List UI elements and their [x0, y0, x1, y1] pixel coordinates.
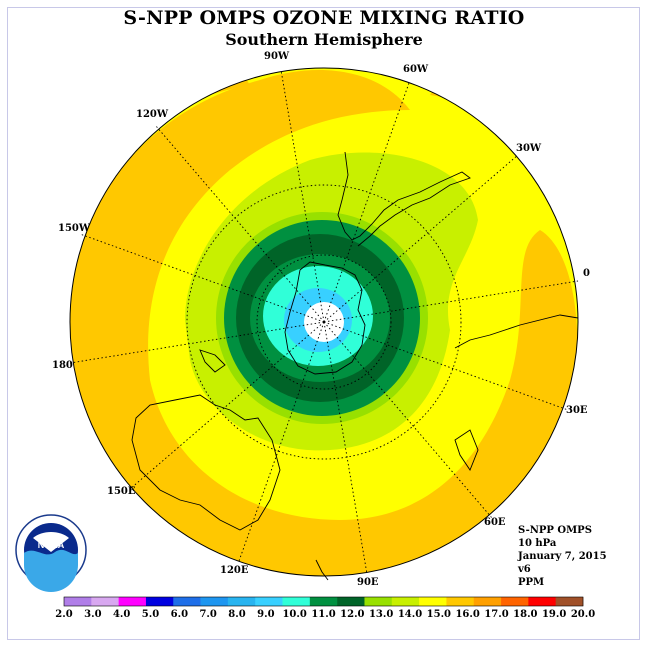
colorbar-swatch	[528, 597, 556, 606]
colorbar-label: 14.0	[397, 609, 423, 620]
colorbar-border	[63, 596, 584, 607]
colorbar-label: 16.0	[455, 609, 480, 620]
map-title: S-NPP OMPS OZONE MIXING RATIO	[123, 7, 525, 29]
lon-label-90e: 90E	[357, 577, 379, 588]
colorbar-swatch	[118, 597, 147, 606]
lon-label-150w: 150W	[58, 223, 91, 234]
info-level: 10 hPa	[518, 538, 557, 549]
meridian-90e	[323, 321, 368, 575]
colorbar-swatch	[337, 597, 365, 606]
colorbar-swatch	[255, 597, 283, 606]
colorbar-swatch	[91, 597, 119, 606]
colorbar-label: 12.0	[340, 609, 365, 620]
australia-coast	[131, 394, 281, 531]
colorbar-label: 19.0	[541, 609, 567, 620]
south-america-coast	[337, 151, 471, 247]
field-orange-band	[70, 70, 578, 576]
colorbar-swatch	[446, 597, 475, 606]
colorbar-label: 10.0	[282, 609, 307, 620]
lon-label-60w: 60W	[403, 64, 429, 75]
meridian-30e	[323, 321, 569, 411]
colorbar-label: 11.0	[311, 609, 336, 620]
colorbar-swatch	[419, 597, 447, 606]
colorbar-swatch	[282, 597, 311, 606]
colorbar-label: 7.0	[199, 609, 217, 620]
lon-label-30e: 30E	[566, 405, 588, 416]
colorbar-swatch	[64, 597, 92, 606]
madagascar-coast	[454, 429, 479, 471]
meridian-0	[323, 280, 579, 323]
meridian-90w	[280, 69, 325, 323]
colorbar-label: 5.0	[141, 609, 160, 620]
colorbar-label: 13.0	[368, 609, 394, 620]
colorbar-swatch	[501, 597, 529, 606]
meridian-120w	[155, 125, 325, 323]
colorbar-label: 20.0	[570, 609, 596, 620]
lat-circle-1	[256, 254, 392, 390]
colorbar-swatch	[391, 597, 420, 606]
colorbar	[63, 596, 584, 607]
colorbar-label: 18.0	[513, 609, 538, 620]
meridian-180	[69, 321, 325, 364]
noaa-logo-text: NOAA	[38, 540, 65, 550]
lon-label-0: 0	[583, 268, 590, 279]
lon-label-150e: 150E	[107, 486, 136, 497]
new-zealand-coast	[199, 349, 226, 373]
colorbar-label: 4.0	[112, 609, 131, 620]
meridian-150e	[129, 321, 325, 490]
asia-coast	[315, 559, 329, 581]
colorbar-swatch	[145, 597, 174, 606]
info-units: PPM	[518, 577, 545, 588]
lon-label-120e: 120E	[220, 565, 249, 576]
colorbar-swatch	[200, 597, 229, 606]
colorbar-label: 9.0	[257, 609, 275, 620]
map-border	[69, 67, 579, 577]
noaa-logo: NOAA	[15, 514, 87, 592]
colorbar-swatch	[555, 597, 584, 606]
meridian-30w	[323, 154, 519, 323]
colorbar-swatch	[309, 597, 338, 606]
info-block: S-NPP OMPS 10 hPa January 7, 2015 v6 PPM	[518, 524, 607, 589]
coastlines	[131, 151, 579, 581]
colorbar-swatch	[173, 597, 201, 606]
lon-label-120w: 120W	[136, 109, 169, 120]
page-frame	[7, 7, 640, 640]
map-subtitle: Southern Hemisphere	[225, 30, 423, 49]
lon-label-90w: 90W	[264, 51, 290, 62]
ozone-field	[70, 68, 578, 576]
colorbar-swatch	[473, 597, 502, 606]
africa-coast	[454, 314, 579, 349]
lat-circle-2	[186, 184, 462, 460]
colorbar-swatch	[227, 597, 256, 606]
colorbar-label: 15.0	[426, 609, 452, 620]
colorbar-swatch	[364, 597, 393, 606]
info-instrument: S-NPP OMPS	[518, 525, 592, 536]
colorbar-label: 6.0	[170, 609, 189, 620]
info-version: v6	[518, 564, 531, 575]
meridian-150w	[79, 233, 325, 323]
colorbar-label: 17.0	[484, 609, 509, 620]
lon-label-180: 180	[52, 360, 73, 371]
graticule	[69, 69, 579, 575]
meridian-60e	[323, 321, 493, 519]
info-date: January 7, 2015	[518, 551, 607, 562]
colorbar-label: 3.0	[84, 609, 102, 620]
colorbar-label: 2.0	[55, 609, 73, 620]
lon-label-60e: 60E	[484, 517, 506, 528]
lon-label-30w: 30W	[516, 143, 542, 154]
antarctica-coast	[284, 261, 366, 375]
colorbar-label: 8.0	[228, 609, 246, 620]
